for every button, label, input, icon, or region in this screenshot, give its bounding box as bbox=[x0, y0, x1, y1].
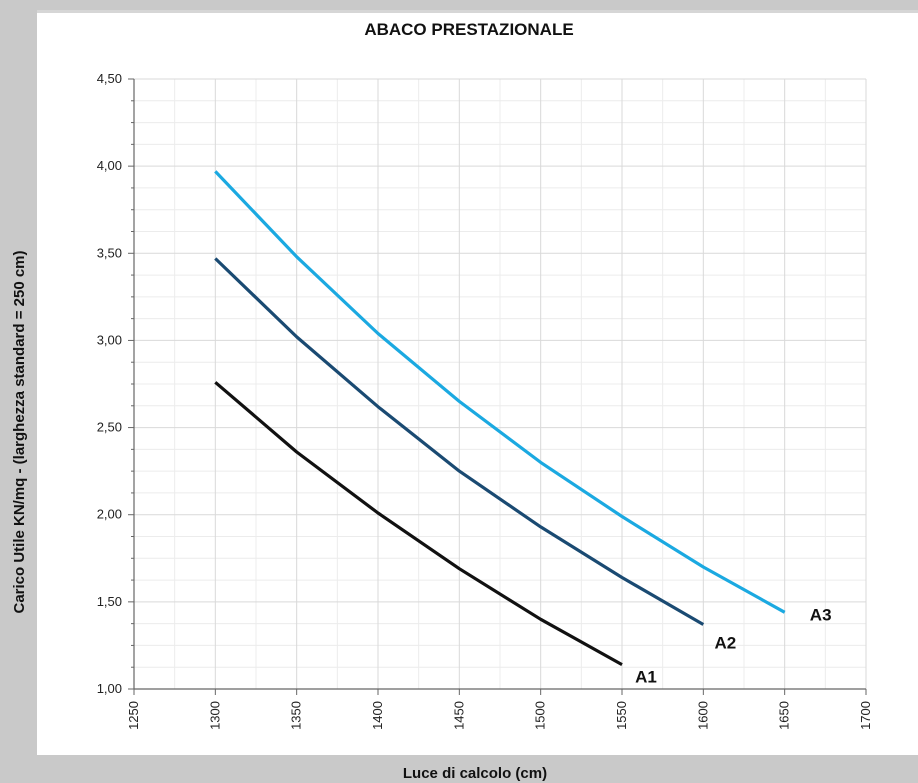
y-tick-label: 1,50 bbox=[97, 594, 122, 609]
x-tick-label: 1300 bbox=[207, 701, 222, 730]
chart-title: ABACO PRESTAZIONALE bbox=[364, 20, 573, 39]
x-tick-label: 1400 bbox=[370, 701, 385, 730]
series-labels: A1 A2 A3 bbox=[635, 605, 831, 686]
minor-gridlines bbox=[134, 79, 866, 689]
y-tick-label: 3,50 bbox=[97, 245, 122, 260]
y-tick-label: 4,00 bbox=[97, 158, 122, 173]
x-tick-labels: 1250 1300 1350 1400 1450 1500 1550 1600 1650 1700 bbox=[126, 701, 873, 730]
series-label-a1: A1 bbox=[635, 668, 657, 687]
y-axis-label: Carico Utile KN/mq - (larghezza standard… bbox=[11, 250, 28, 613]
x-axis-label: Luce di calcolo (cm) bbox=[403, 765, 547, 782]
series-line-a2 bbox=[214, 257, 705, 626]
chart-panel bbox=[37, 10, 918, 755]
x-tick-label: 1250 bbox=[126, 701, 141, 730]
y-tick-label: 2,50 bbox=[97, 420, 122, 435]
series-label-a2: A2 bbox=[714, 634, 736, 653]
y-tick-label: 4,50 bbox=[97, 71, 122, 86]
axes bbox=[128, 78, 867, 695]
x-tick-label: 1600 bbox=[695, 701, 710, 730]
panel-top-border bbox=[37, 10, 918, 13]
series-line-a1 bbox=[214, 381, 623, 666]
y-tick-label: 1,00 bbox=[97, 681, 122, 696]
y-tick-label: 3,00 bbox=[97, 332, 122, 347]
series-label-a3: A3 bbox=[810, 605, 832, 624]
x-tick-label: 1550 bbox=[614, 701, 629, 730]
series-lines bbox=[214, 170, 786, 666]
y-tick-labels: 1,00 1,50 2,00 2,50 3,00 3,50 4,00 4,50 bbox=[97, 71, 122, 696]
y-tick-label: 2,00 bbox=[97, 507, 122, 522]
x-tick-label: 1700 bbox=[858, 701, 873, 730]
x-tick-label: 1450 bbox=[451, 701, 466, 730]
x-tick-label: 1500 bbox=[533, 701, 548, 730]
series-line-a3 bbox=[214, 170, 786, 614]
x-tick-label: 1650 bbox=[777, 701, 792, 730]
x-tick-label: 1350 bbox=[289, 701, 304, 730]
